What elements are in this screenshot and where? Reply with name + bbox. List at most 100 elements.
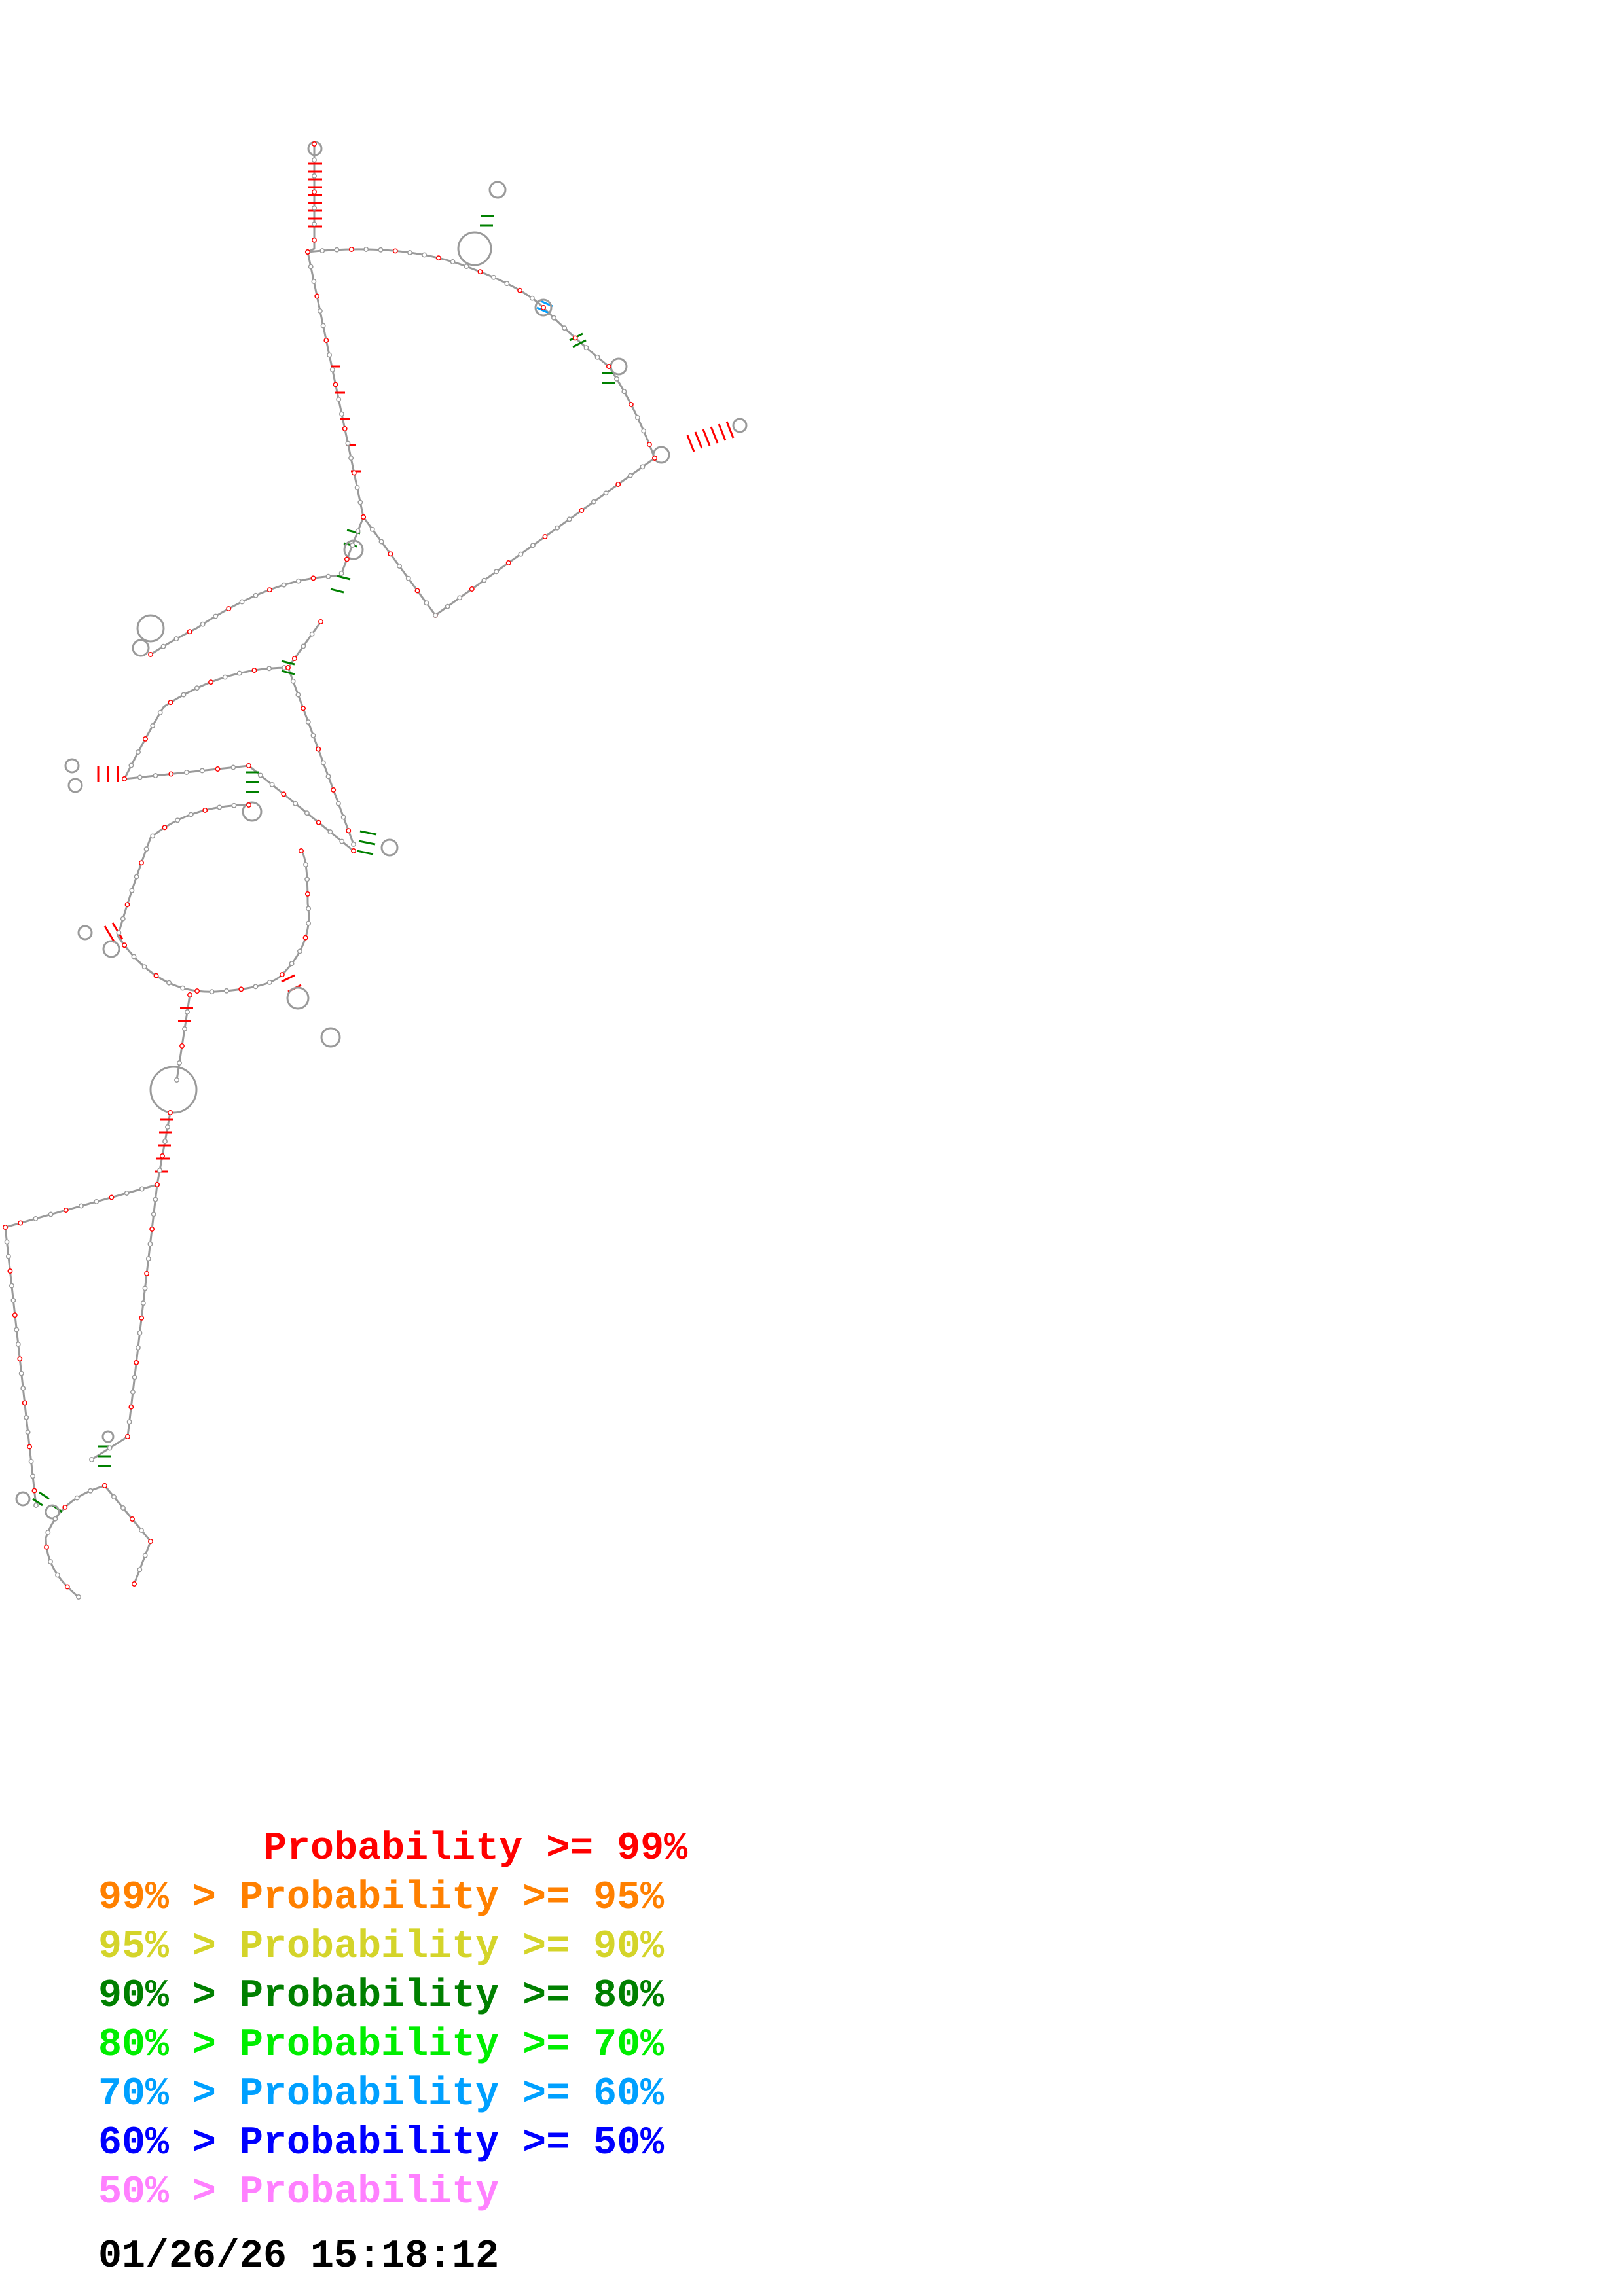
nucleotide bbox=[140, 1300, 146, 1306]
nucleotide bbox=[153, 773, 158, 778]
nucleotide bbox=[142, 1285, 148, 1291]
nucleotide bbox=[407, 249, 412, 255]
nucleotide bbox=[327, 829, 333, 835]
nucleotide bbox=[236, 670, 242, 676]
nucleotide bbox=[173, 636, 179, 642]
nucleotide bbox=[148, 1539, 153, 1544]
nucleotide bbox=[293, 800, 299, 806]
nucleotide bbox=[62, 1504, 68, 1510]
nucleotide bbox=[213, 613, 219, 619]
nucleotide bbox=[305, 719, 311, 725]
nucleotide bbox=[239, 599, 245, 605]
legend-line: 90% > Probability >= 80% bbox=[98, 1974, 665, 2018]
nucleotide bbox=[551, 315, 556, 321]
nucleotide bbox=[142, 1552, 148, 1558]
nucleotide bbox=[122, 776, 127, 781]
nucleotide bbox=[302, 935, 308, 941]
rna-structure-diagram bbox=[3, 141, 748, 1600]
nucleotide bbox=[52, 1516, 58, 1522]
nucleotide bbox=[150, 833, 156, 839]
nucleotide bbox=[529, 295, 535, 301]
nucleotide bbox=[355, 528, 361, 534]
nucleotide bbox=[627, 473, 633, 478]
nucleotide bbox=[155, 1182, 160, 1187]
nucleotide bbox=[22, 1400, 27, 1406]
nucleotide bbox=[194, 988, 200, 994]
nucleotide bbox=[306, 920, 312, 926]
nucleotide bbox=[309, 631, 315, 637]
nucleotide bbox=[606, 364, 611, 369]
nucleotide bbox=[136, 749, 141, 755]
nucleotide bbox=[312, 141, 317, 147]
nucleotide bbox=[314, 293, 320, 299]
nucleotide bbox=[15, 1341, 21, 1347]
nucleotide bbox=[120, 1505, 126, 1511]
nucleotide bbox=[634, 415, 640, 420]
nucleotide bbox=[319, 248, 325, 254]
legend-line: 99% > Probability >= 95% bbox=[98, 1876, 665, 1920]
nucleotide bbox=[281, 791, 287, 797]
nucleotide bbox=[339, 838, 345, 844]
nucleotide bbox=[139, 1315, 145, 1321]
nucleotide bbox=[116, 930, 122, 936]
legend-line: 60% > Probability >= 50% bbox=[98, 2121, 665, 2166]
nucleotide bbox=[517, 287, 523, 293]
nucleotide bbox=[130, 1516, 135, 1522]
nucleotide bbox=[469, 586, 475, 592]
nucleotide bbox=[202, 807, 208, 813]
nucleotide bbox=[614, 376, 619, 382]
nucleotide bbox=[481, 577, 487, 583]
nucleotide bbox=[562, 325, 568, 331]
nucleotide bbox=[290, 678, 296, 684]
nucleotide bbox=[157, 710, 163, 715]
nucleotide bbox=[200, 621, 206, 627]
nucleotide bbox=[44, 1544, 49, 1550]
nucleotide bbox=[505, 560, 511, 565]
nucleotide bbox=[327, 352, 333, 358]
nucleotide bbox=[311, 279, 317, 284]
nucleotide bbox=[583, 345, 589, 351]
nucleotide bbox=[397, 564, 402, 569]
nucleotide bbox=[74, 1495, 80, 1501]
nucleotide bbox=[424, 600, 429, 606]
legend-line: 70% > Probability >= 60% bbox=[98, 2072, 665, 2117]
nucleotide bbox=[187, 992, 192, 997]
nucleotide bbox=[143, 736, 148, 742]
nucleotide bbox=[621, 389, 627, 395]
nucleotide bbox=[144, 1270, 150, 1276]
nucleotide bbox=[128, 762, 134, 768]
nucleotide bbox=[4, 1239, 10, 1245]
nucleotide bbox=[125, 1434, 130, 1439]
nucleotide bbox=[157, 1168, 162, 1173]
nucleotide bbox=[323, 338, 329, 343]
nucleotide bbox=[162, 1139, 168, 1144]
nucleotide bbox=[289, 961, 295, 967]
nucleotide bbox=[320, 323, 326, 329]
rna-backbone bbox=[4, 144, 656, 1598]
nucleotide bbox=[541, 305, 546, 310]
nucleotide bbox=[188, 812, 194, 817]
nucleotide bbox=[504, 281, 510, 287]
nucleotide bbox=[149, 1226, 155, 1232]
nucleotide bbox=[640, 464, 646, 470]
nucleotide bbox=[166, 980, 172, 986]
nucleotide bbox=[316, 746, 321, 752]
nucleotide bbox=[76, 1594, 81, 1600]
nucleotide bbox=[301, 706, 306, 711]
nucleotide bbox=[317, 308, 323, 314]
nucleotide bbox=[9, 1283, 14, 1289]
nucleotide bbox=[137, 1567, 143, 1573]
nucleotide bbox=[165, 1124, 170, 1130]
nucleotide bbox=[445, 603, 450, 609]
nucleotide bbox=[433, 613, 438, 618]
nucleotide bbox=[124, 902, 130, 908]
nucleotide bbox=[148, 652, 153, 657]
nucleotide bbox=[652, 456, 657, 461]
nucleotide bbox=[253, 592, 259, 598]
nucleotide bbox=[348, 456, 354, 461]
nucleotide bbox=[10, 1297, 16, 1303]
nucleotide bbox=[30, 1473, 36, 1479]
nucleotide bbox=[336, 397, 342, 402]
nucleotide bbox=[246, 802, 251, 808]
nucleotide bbox=[304, 876, 310, 882]
